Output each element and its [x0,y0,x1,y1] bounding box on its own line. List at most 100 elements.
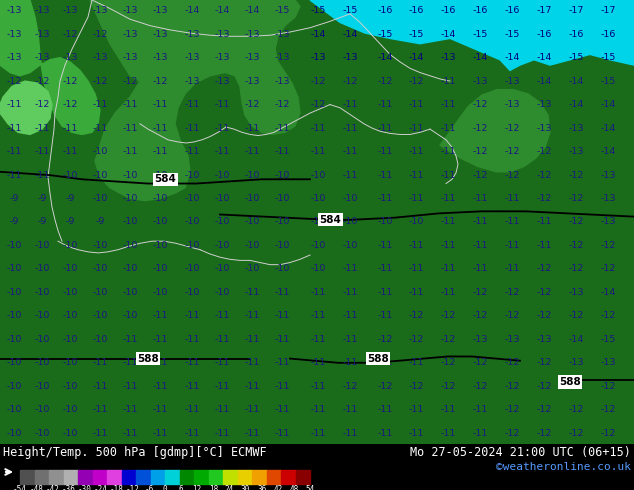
Text: -13: -13 [275,53,290,62]
Text: -13: -13 [93,53,108,62]
Text: -13: -13 [568,147,584,156]
Text: -13: -13 [184,30,200,39]
Text: -9: -9 [10,218,18,226]
Text: -15: -15 [377,30,392,39]
Text: -11: -11 [472,405,488,414]
Text: -12: -12 [440,311,456,320]
Text: -10: -10 [93,241,108,250]
Text: -9: -9 [65,194,75,203]
Text: -10: -10 [62,405,78,414]
Text: -11: -11 [122,335,138,344]
Text: 18: 18 [209,485,218,490]
Text: -13: -13 [472,335,488,344]
Text: -15: -15 [472,30,488,39]
Bar [63,470,78,484]
Text: -11: -11 [34,147,49,156]
Text: -10: -10 [214,288,230,297]
Text: -11: -11 [377,171,392,179]
Text: -12: -12 [504,171,520,179]
Text: -13: -13 [34,6,49,15]
Text: -11: -11 [377,241,392,250]
Text: -11: -11 [275,382,290,391]
Polygon shape [310,0,634,71]
Text: -10: -10 [184,171,200,179]
Text: -15: -15 [275,6,290,15]
Text: -12: -12 [536,311,552,320]
Text: -11: -11 [408,123,424,133]
Text: -12: -12 [600,241,616,250]
Text: -11: -11 [377,147,392,156]
Text: -14: -14 [600,288,616,297]
Text: -13: -13 [152,6,168,15]
Text: -11: -11 [342,123,358,133]
Text: -11: -11 [122,123,138,133]
Text: -11: -11 [342,288,358,297]
Text: -11: -11 [6,171,22,179]
Text: -12: -12 [440,358,456,368]
Text: -12: -12 [536,382,552,391]
Text: -14: -14 [568,335,584,344]
Text: -12: -12 [472,147,488,156]
Text: 48: 48 [289,485,299,490]
Text: -10: -10 [34,241,49,250]
Text: -10: -10 [275,241,290,250]
Text: -12: -12 [408,311,424,320]
Text: -11: -11 [244,405,260,414]
Text: -6: -6 [145,485,153,490]
Text: -12: -12 [126,485,139,490]
Text: 588: 588 [559,377,581,387]
Text: -10: -10 [152,265,167,273]
Text: -11: -11 [275,288,290,297]
Text: -10: -10 [310,265,326,273]
Text: -11: -11 [152,100,167,109]
Text: -16: -16 [504,6,520,15]
Text: -12: -12 [244,100,260,109]
Bar [136,470,150,484]
Text: -9: -9 [65,218,75,226]
Bar [107,470,122,484]
Bar [165,470,179,484]
Text: -13: -13 [568,123,584,133]
Text: -10: -10 [152,288,167,297]
Text: -16: -16 [440,6,456,15]
Text: -12: -12 [536,147,552,156]
Text: -11: -11 [310,429,326,438]
Text: -11: -11 [504,241,520,250]
Text: -11: -11 [93,429,108,438]
Text: -11: -11 [408,100,424,109]
Text: 42: 42 [273,485,282,490]
Text: -12: -12 [504,382,520,391]
Text: -12: -12 [472,288,488,297]
Text: -10: -10 [93,147,108,156]
Text: -10: -10 [6,311,22,320]
Text: -11: -11 [152,358,167,368]
Text: -11: -11 [440,76,456,86]
Text: -11: -11 [342,429,358,438]
Text: -12: -12 [568,218,584,226]
Text: -11: -11 [214,429,230,438]
Text: -12: -12 [93,30,108,39]
Text: -11: -11 [184,311,200,320]
Text: -11: -11 [408,405,424,414]
Text: -10: -10 [6,265,22,273]
Text: -11: -11 [152,429,167,438]
Text: -11: -11 [122,382,138,391]
Text: -13: -13 [214,76,230,86]
Bar [49,470,63,484]
Text: -16: -16 [600,30,616,39]
Text: -11: -11 [244,429,260,438]
Text: -12: -12 [504,123,520,133]
Text: -10: -10 [214,218,230,226]
Text: -11: -11 [244,358,260,368]
Text: 0: 0 [163,485,167,490]
Text: -11: -11 [184,382,200,391]
Text: -14: -14 [600,123,616,133]
Text: -24: -24 [94,485,108,490]
Text: -13: -13 [536,123,552,133]
Text: -11: -11 [310,382,326,391]
Text: -11: -11 [408,288,424,297]
Polygon shape [580,0,634,23]
Text: -11: -11 [342,100,358,109]
Text: -10: -10 [93,311,108,320]
Text: -11: -11 [504,265,520,273]
